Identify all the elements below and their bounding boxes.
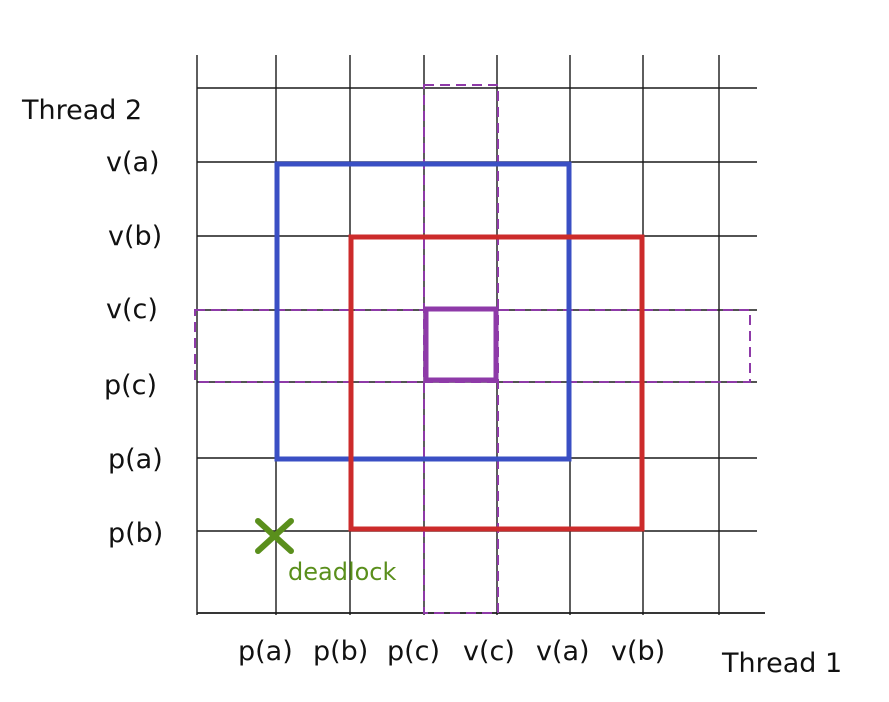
lock-b-region xyxy=(348,234,645,532)
x-tick-label: p(a) xyxy=(238,636,293,667)
y-axis-title: Thread 2 xyxy=(21,95,142,126)
x-tick-label: p(c) xyxy=(387,636,440,667)
x-tick-label: v(b) xyxy=(611,636,665,667)
y-tick-label: p(c) xyxy=(104,370,157,401)
y-tick-label: p(b) xyxy=(108,518,163,549)
lock-a-region xyxy=(274,161,572,462)
deadlock-marker xyxy=(255,518,294,554)
deadlock-label: deadlock xyxy=(288,558,396,586)
y-tick-label: v(c) xyxy=(106,294,158,325)
x-tick-label: v(c) xyxy=(463,636,515,667)
lock-c-region xyxy=(423,306,499,383)
deadlock-x-icon-stroke-2 xyxy=(255,518,294,554)
x-tick-label: p(b) xyxy=(313,636,368,667)
x-tick-label: v(a) xyxy=(536,636,590,667)
y-tick-label: v(a) xyxy=(106,147,160,178)
y-tick-label: p(a) xyxy=(108,444,163,475)
x-axis-title: Thread 1 xyxy=(721,648,842,679)
y-tick-label: v(b) xyxy=(108,221,162,252)
